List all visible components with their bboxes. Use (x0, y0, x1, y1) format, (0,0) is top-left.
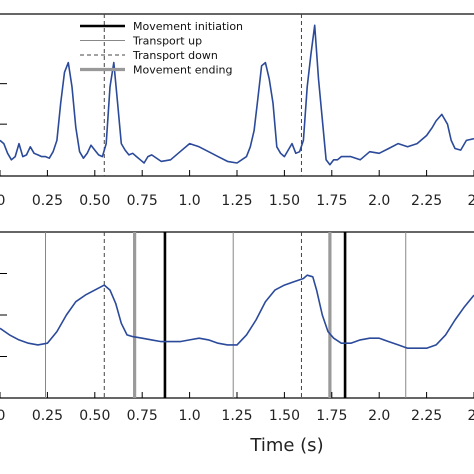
legend-label-movement-initiation: Movement initiation (133, 20, 243, 33)
top-panel-frame (0, 13, 474, 177)
x-tick-label: 1.0 (178, 193, 200, 209)
x-tick-label: 1.75 (316, 408, 347, 424)
x-axis-title: Time (s) (249, 435, 323, 456)
x-tick-label: 1.0 (178, 408, 200, 424)
x-tick-label: 1.75 (316, 193, 347, 209)
x-tick-label: 0.75 (127, 193, 158, 209)
bottom-panel: 0 0.25 0.50 0.75 1.0 1.25 1.50 1.75 2.0 2.25 2 (0, 231, 474, 424)
legend-entry-movement-initiation: Movement initiation (80, 20, 243, 33)
top-panel: 0 0.25 0.50 0.75 1.0 1.25 1.50 1.75 2.0 2.25 2 (0, 13, 474, 209)
legend-entry-transport-down: Transport down (80, 49, 218, 62)
legend-label-transport-down: Transport down (132, 49, 218, 62)
x-tick-label: 0 (0, 408, 5, 424)
x-tick-label: 1.25 (221, 408, 252, 424)
x-tick-label: 0.25 (32, 193, 63, 209)
x-tick-label: 0.50 (79, 408, 110, 424)
x-tick-label: 2.0 (368, 408, 390, 424)
legend-entry-transport-up: Transport up (80, 35, 202, 48)
bottom-panel-series-line (0, 274, 474, 349)
legend: Movement initiation Transport up Transpo… (80, 20, 243, 77)
x-tick-label: 1.50 (269, 408, 300, 424)
x-tick-label: 0.25 (32, 408, 63, 424)
x-tick-label: 2.25 (411, 408, 442, 424)
legend-label-transport-up: Transport up (132, 35, 202, 48)
x-tick-label: 0.75 (127, 408, 158, 424)
legend-entry-movement-ending: Movement ending (80, 64, 233, 77)
x-tick-label: 2.0 (368, 193, 390, 209)
x-tick-label: 1.25 (221, 193, 252, 209)
x-tick-label: 2.25 (411, 193, 442, 209)
x-tick-label: 2 (468, 408, 474, 424)
legend-label-movement-ending: Movement ending (133, 64, 233, 77)
bottom-panel-y-ticks (0, 273, 7, 357)
bottom-panel-x-ticks: 0 0.25 0.50 0.75 1.0 1.25 1.50 1.75 2.0 2.25 2 (0, 392, 474, 424)
x-tick-label: 0 (0, 193, 5, 209)
bottom-panel-frame (0, 231, 474, 399)
bottom-panel-event-lines (45, 232, 407, 398)
x-tick-label: 2 (468, 193, 474, 209)
x-tick-label: 1.50 (269, 193, 300, 209)
x-tick-label: 0.50 (79, 193, 110, 209)
top-panel-y-ticks (0, 83, 7, 125)
top-panel-x-ticks: 0 0.25 0.50 0.75 1.0 1.25 1.50 1.75 2.0 2.25 2 (0, 170, 474, 209)
top-panel-series-line (0, 24, 474, 166)
